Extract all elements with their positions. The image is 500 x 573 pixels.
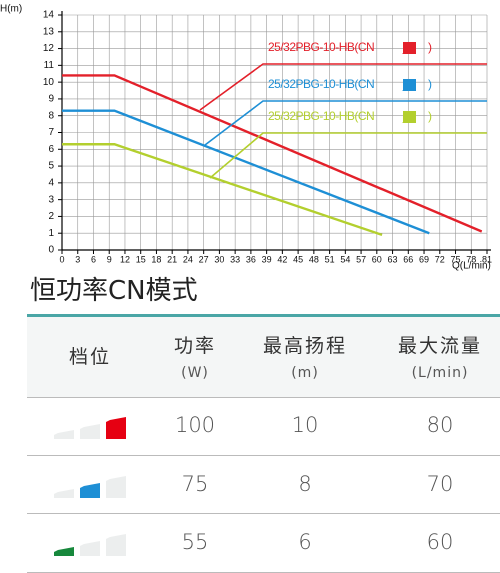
y-tick-label: 0 — [48, 245, 54, 256]
table-cell: 6 — [298, 530, 312, 554]
x-tick-label: 57 — [356, 254, 366, 264]
level-bar — [54, 488, 74, 498]
header-cell: (W) — [181, 365, 209, 381]
x-tick-label: 66 — [403, 254, 413, 264]
legend-label: 25/32PBG-10-HB(CN — [268, 77, 374, 91]
legend-suffix: ) — [428, 77, 432, 91]
series-line — [62, 74, 483, 233]
table-cell: 100 — [174, 413, 216, 437]
level-bar — [54, 430, 74, 439]
table-cell: 55 — [181, 530, 209, 554]
x-tick-label: 27 — [199, 254, 209, 264]
header-row: 档位 功率 (W) 最高扬程 (m) 最大流量 (L/min) — [27, 317, 500, 398]
y-tick-label: 10 — [43, 77, 55, 88]
y-tick-label: 8 — [48, 110, 54, 121]
y-tick-label: 13 — [43, 26, 55, 37]
x-tick-label: 9 — [107, 254, 112, 264]
legend-leader — [199, 63, 487, 111]
y-tick-label: 9 — [48, 94, 54, 105]
level-bar — [106, 534, 126, 556]
x-tick-label: 42 — [277, 254, 287, 264]
level-bar — [80, 541, 100, 556]
x-tick-label: 3 — [75, 254, 80, 264]
legend-swatch — [403, 111, 416, 123]
x-tick-label: 30 — [214, 254, 224, 264]
series-line — [62, 143, 383, 237]
x-tick-label: 48 — [309, 254, 319, 264]
legend-leader — [209, 132, 487, 179]
x-tick-label: 15 — [136, 254, 146, 264]
legend-label: 25/32PBG-10-HB(CN — [268, 40, 374, 54]
level-bar — [106, 475, 126, 498]
x-tick-label: 63 — [388, 254, 398, 264]
x-tick-label: 81 — [482, 254, 492, 264]
header-cell: (m) — [291, 365, 319, 381]
y-tick-label: 4 — [48, 177, 54, 188]
y-tick-label: 1 — [48, 228, 54, 239]
y-tick-label: 2 — [48, 211, 54, 222]
x-tick-label: 36 — [246, 254, 256, 264]
table-cell: 10 — [291, 413, 319, 437]
table: 档位 功率 (W) 最高扬程 (m) 最大流量 (L/min) 100 10 80 75 8 70 55 6… — [27, 314, 500, 573]
table-cell: 8 — [298, 471, 312, 496]
legend-label: 25/32PBG-10-HB(CN — [268, 109, 374, 123]
section-title: 恒功率CN模式 — [30, 276, 198, 306]
y-tick-label: 5 — [48, 161, 54, 172]
x-tick-label: 45 — [293, 254, 303, 264]
table-row: 75 8 70 — [27, 456, 500, 514]
x-tick-label: 69 — [419, 254, 429, 264]
level-bar — [54, 547, 74, 556]
header-cell: 档位 — [68, 346, 112, 368]
x-tick-label: 12 — [120, 254, 130, 264]
table-cell: 75 — [181, 471, 209, 496]
legend-swatch — [403, 42, 416, 54]
legend-suffix: ) — [428, 109, 432, 123]
table-cell: 70 — [426, 471, 454, 496]
level-bar — [80, 424, 100, 439]
y-tick-label: 12 — [43, 43, 55, 54]
table-row: 100 10 80 — [27, 397, 500, 456]
legend-swatch — [403, 79, 416, 91]
legend-suffix: ) — [428, 40, 432, 54]
x-tick-label: 51 — [325, 254, 335, 264]
y-tick-label: 6 — [48, 144, 54, 155]
y-tick-label: 3 — [48, 194, 54, 205]
header-cell: (L/min) — [411, 365, 469, 381]
x-tick-label: 0 — [59, 254, 64, 264]
legend-leader — [204, 100, 487, 146]
x-tick-label: 21 — [167, 254, 177, 264]
x-tick-label: 54 — [340, 254, 350, 264]
x-tick-label: 39 — [262, 254, 272, 264]
x-tick-label: 18 — [151, 254, 161, 264]
table-cell: 80 — [426, 413, 454, 437]
level-bar — [80, 482, 100, 498]
x-tick-label: 33 — [230, 254, 240, 264]
x-tick-label: 60 — [372, 254, 382, 264]
x-axis-label: Q(L/min) — [452, 261, 491, 272]
x-tick-label: 78 — [466, 254, 476, 264]
level-icon — [54, 475, 126, 498]
table-cell: 60 — [426, 530, 454, 554]
level-icon — [54, 534, 126, 556]
x-tick-label: 6 — [91, 254, 96, 264]
series-line — [62, 109, 430, 235]
header-cell: 最大流量 — [397, 335, 483, 357]
y-tick-label: 14 — [43, 10, 55, 21]
x-tick-label: 72 — [435, 254, 445, 264]
table-row: 55 6 60 — [27, 514, 500, 573]
header-cell: 最高扬程 — [262, 335, 348, 357]
header-cell: 功率 — [173, 335, 217, 357]
level-icon — [54, 417, 126, 439]
level-bar — [106, 417, 126, 439]
x-tick-label: 24 — [183, 254, 193, 264]
y-tick-label: 7 — [48, 127, 54, 138]
y-tick-label: 11 — [44, 60, 55, 71]
y-axis-label: H(m) — [0, 4, 22, 15]
x-tick-label: 75 — [451, 254, 461, 264]
